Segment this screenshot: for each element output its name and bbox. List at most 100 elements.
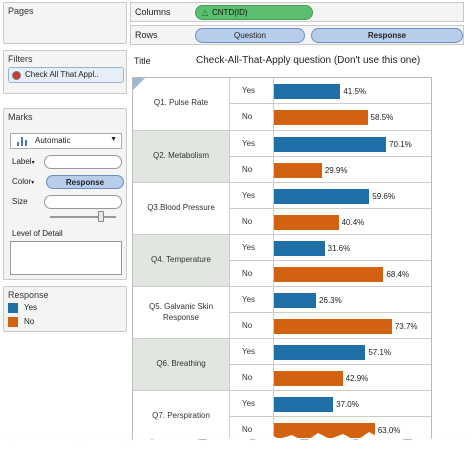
bar-yes[interactable]: [274, 293, 317, 308]
data-label: 29.9%: [324, 166, 348, 175]
pages-title: Pages: [8, 6, 34, 16]
question-header[interactable]: Q6. Breathing: [133, 339, 229, 390]
mark-type-label: Automatic: [35, 136, 71, 145]
legend-item-no[interactable]: No: [8, 317, 35, 327]
tableau-worksheet: Pages Filters Check All That Appl.. Mark…: [3, 2, 464, 440]
pages-card[interactable]: Pages: [3, 2, 127, 44]
columns-label: Columns: [135, 7, 171, 17]
legend-title: Response: [8, 290, 49, 300]
data-label: 59.6%: [372, 192, 395, 201]
size-slider-thumb[interactable]: [98, 211, 104, 222]
size-slider-track[interactable]: [50, 216, 116, 218]
filter-pill-check-all[interactable]: Check All That Appl..: [8, 67, 124, 83]
filters-title: Filters: [8, 54, 33, 64]
bar-no[interactable]: [274, 319, 392, 334]
response-header[interactable]: No: [242, 321, 253, 330]
rows-label: Rows: [135, 30, 158, 40]
data-label: 26.3%: [319, 296, 342, 305]
level-of-detail-shelf[interactable]: [10, 241, 122, 275]
row-divider: [230, 156, 431, 157]
bar-yes[interactable]: [274, 137, 387, 152]
bar-yes[interactable]: [274, 84, 341, 99]
worksheet-title[interactable]: Check-All-That-Apply question (Don't use…: [196, 55, 421, 66]
response-header[interactable]: Yes: [242, 191, 256, 200]
data-label: 40.4%: [341, 218, 365, 227]
question-header[interactable]: Q3.Blood Pressure: [147, 203, 215, 213]
data-label: 37.0%: [336, 400, 359, 409]
label-shelf-label[interactable]: Label▾: [12, 157, 35, 166]
response-header[interactable]: Yes: [242, 399, 256, 408]
columns-pill-label: CNTD(ID): [212, 8, 248, 17]
legend-swatch-no: [8, 317, 18, 327]
torn-edge-decoration: [0, 432, 474, 461]
color-shelf-label[interactable]: Color▾: [12, 177, 35, 186]
size-shelf-label[interactable]: Size: [12, 197, 28, 206]
left-pane: Pages Filters Check All That Appl.. Mark…: [3, 2, 127, 438]
question-header[interactable]: Q2. Metabolism: [133, 131, 229, 182]
mark-type-dropdown[interactable]: Automatic ▼: [10, 133, 122, 149]
chevron-down-icon: ▼: [110, 136, 117, 143]
marks-title: Marks: [8, 112, 33, 122]
columns-pill-cntd-id[interactable]: △ CNTD(ID): [195, 5, 313, 20]
bar-yes[interactable]: [274, 241, 325, 256]
marks-card: Marks Automatic ▼ Label▾ Color▾ Response…: [3, 108, 127, 280]
bar-yes[interactable]: [274, 345, 366, 360]
response-header[interactable]: No: [242, 425, 253, 434]
response-header[interactable]: Yes: [242, 243, 256, 252]
bar-no[interactable]: [274, 267, 384, 282]
row-divider: [230, 260, 431, 261]
question-group: Q2. Metabolism Yes 70.1% No 29.9%: [133, 130, 431, 182]
question-header[interactable]: Q5. Galvanic Skin Response: [148, 301, 214, 322]
filter-pill-label: Check All That Appl..: [25, 70, 99, 79]
response-header[interactable]: Yes: [242, 347, 256, 356]
bar-yes[interactable]: [274, 189, 370, 204]
response-header[interactable]: No: [242, 373, 253, 382]
legend-label-no: No: [24, 317, 35, 326]
legend-swatch-yes: [8, 303, 18, 313]
chart-area[interactable]: Q1. Pulse Rate Yes 41.5% No 58.5% Q2. Metabol…: [132, 77, 432, 440]
response-header[interactable]: No: [242, 217, 253, 226]
question-group: Q1. Pulse Rate Yes 41.5% No 58.5%: [133, 78, 431, 130]
bar-no[interactable]: [274, 163, 322, 178]
bar-no[interactable]: [274, 215, 339, 230]
color-legend: Response Yes No: [3, 286, 127, 332]
pane-divider: [273, 78, 274, 439]
data-label: 63.0%: [377, 426, 401, 435]
columns-shelf[interactable]: Columns △ CNTD(ID): [130, 2, 464, 22]
question-header[interactable]: Q4. Temperature: [133, 235, 229, 286]
data-label: 41.5%: [343, 87, 367, 96]
question-group: Q5. Galvanic Skin Response Yes 26.3% No 73.7…: [133, 286, 431, 338]
response-header[interactable]: Yes: [242, 86, 256, 95]
set-icon: [12, 71, 21, 80]
rows-shelf[interactable]: Rows Question Response: [130, 25, 464, 45]
response-header[interactable]: No: [242, 112, 253, 121]
row-divider: [230, 364, 431, 365]
bar-no[interactable]: [274, 423, 375, 438]
data-label: 57.1%: [368, 348, 391, 357]
response-header[interactable]: No: [242, 269, 253, 278]
bar-no[interactable]: [274, 371, 343, 386]
question-group: Q4. Temperature Yes 31.6% No 68.4%: [133, 234, 431, 286]
data-label: 42.9%: [345, 374, 369, 383]
rows-pill-response[interactable]: Response: [311, 28, 463, 43]
response-header[interactable]: No: [242, 165, 253, 174]
question-header[interactable]: Q7. Perspiration: [152, 411, 210, 421]
question-header[interactable]: Q1. Pulse Rate: [153, 98, 209, 108]
label-shelf[interactable]: [44, 155, 122, 169]
corner-indicator-icon: [133, 78, 145, 90]
row-divider: [230, 416, 431, 417]
color-pill-response[interactable]: Response: [46, 175, 124, 189]
response-header[interactable]: Yes: [242, 295, 256, 304]
legend-label-yes: Yes: [24, 303, 38, 312]
question-group: Q6. Breathing Yes 57.1% No 42.9%: [133, 338, 431, 390]
rows-pill-question[interactable]: Question: [195, 28, 305, 43]
bar-no[interactable]: [274, 110, 368, 125]
response-header[interactable]: Yes: [242, 139, 256, 148]
legend-item-yes[interactable]: Yes: [8, 303, 38, 313]
row-divider: [230, 208, 431, 209]
size-shelf[interactable]: [44, 195, 122, 209]
bar-chart-icon: [17, 137, 29, 146]
question-group: Q3.Blood Pressure Yes 59.6% No 40.4%: [133, 182, 431, 234]
bar-yes[interactable]: [274, 397, 334, 412]
filters-card[interactable]: Filters Check All That Appl..: [3, 50, 127, 94]
